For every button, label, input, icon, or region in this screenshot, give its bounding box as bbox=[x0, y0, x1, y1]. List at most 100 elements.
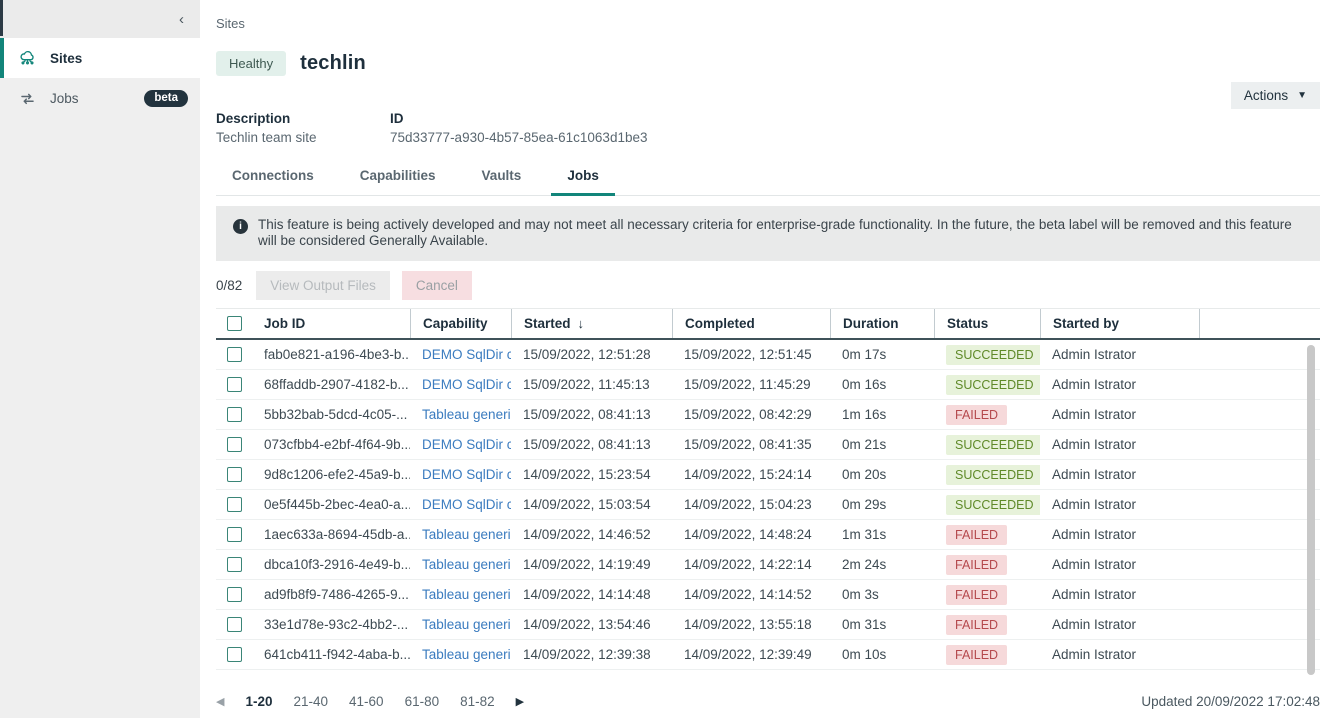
row-checkbox-cell bbox=[216, 647, 252, 663]
beta-badge: beta bbox=[144, 89, 188, 107]
capability-link[interactable]: Tableau generic c bbox=[422, 647, 511, 663]
row-checkbox-cell bbox=[216, 377, 252, 393]
row-checkbox[interactable] bbox=[226, 617, 242, 633]
table-scrollbar[interactable] bbox=[1307, 345, 1315, 676]
sidebar-item-jobs[interactable]: Jobs beta bbox=[0, 78, 200, 118]
capability-link[interactable]: DEMO SqlDir cap bbox=[422, 437, 511, 453]
row-checkbox[interactable] bbox=[226, 497, 242, 513]
table-row[interactable]: 33e1d78e-93c2-4bb2-... Tableau generic c… bbox=[216, 610, 1320, 641]
column-header-duration[interactable]: Duration bbox=[830, 309, 934, 339]
next-page-icon[interactable]: ▶ bbox=[515, 696, 525, 708]
tab-connections[interactable]: Connections bbox=[232, 168, 314, 183]
capability-link[interactable]: Tableau generic c bbox=[422, 557, 511, 573]
row-checkbox-cell bbox=[216, 557, 252, 573]
duration-cell: 0m 10s bbox=[842, 647, 887, 663]
completed-cell: 14/09/2022, 13:55:18 bbox=[684, 617, 812, 633]
description-value: Techlin team site bbox=[216, 130, 317, 145]
id-value: 75d33777-a930-4b57-85ea-61c1063d1be3 bbox=[390, 130, 648, 145]
sort-descending-icon: ↓ bbox=[577, 316, 585, 332]
tab-capabilities[interactable]: Capabilities bbox=[359, 168, 436, 183]
page-link-81-82[interactable]: 81-82 bbox=[460, 694, 495, 709]
capability-link[interactable]: Tableau generic c bbox=[422, 587, 511, 603]
page-title: techlin bbox=[300, 52, 366, 74]
capability-link[interactable]: DEMO SqlDir cap bbox=[422, 467, 511, 483]
table-row[interactable]: 641cb411-f942-4aba-b... Tableau generic … bbox=[216, 640, 1320, 671]
table-header: Job ID Capability Started ↓ Completed Du… bbox=[216, 308, 1320, 341]
view-output-files-button[interactable]: View Output Files bbox=[256, 271, 390, 301]
column-header-started[interactable]: Started ↓ bbox=[511, 309, 672, 339]
row-checkbox-cell bbox=[216, 467, 252, 483]
column-header-job-id[interactable]: Job ID bbox=[264, 316, 306, 332]
job-id-cell: dbca10f3-2916-4e49-b... bbox=[264, 557, 410, 573]
completed-cell: 14/09/2022, 14:14:52 bbox=[684, 587, 812, 603]
job-id-cell: 1aec633a-8694-45db-a... bbox=[264, 527, 410, 543]
row-checkbox[interactable] bbox=[226, 347, 242, 363]
started-by-cell: Admin Istrator bbox=[1052, 347, 1137, 363]
started-cell: 14/09/2022, 13:54:46 bbox=[523, 617, 651, 633]
job-id-cell: 5bb32bab-5dcd-4c05-... bbox=[264, 407, 408, 423]
table-row[interactable]: 9d8c1206-efe2-45a9-b... DEMO SqlDir cap … bbox=[216, 460, 1320, 491]
row-checkbox-cell bbox=[216, 587, 252, 603]
column-header-started-by[interactable]: Started by bbox=[1040, 309, 1199, 339]
capability-link[interactable]: Tableau generic c bbox=[422, 527, 511, 543]
breadcrumb[interactable]: Sites bbox=[216, 16, 245, 31]
row-checkbox[interactable] bbox=[226, 407, 242, 423]
capability-link[interactable]: DEMO SqlDir cap bbox=[422, 377, 511, 393]
status-cell: FAILED bbox=[934, 614, 1040, 635]
table-row[interactable]: 68ffaddb-2907-4182-b... DEMO SqlDir cap … bbox=[216, 370, 1320, 401]
table-row[interactable]: fab0e821-a196-4be3-b... DEMO SqlDir cap … bbox=[216, 340, 1320, 371]
row-checkbox[interactable] bbox=[226, 467, 242, 483]
row-checkbox[interactable] bbox=[226, 527, 242, 543]
actions-row: Actions ▼ bbox=[216, 82, 1320, 109]
cancel-button[interactable]: Cancel bbox=[401, 271, 472, 301]
started-cell: 15/09/2022, 08:41:13 bbox=[523, 407, 651, 423]
table-row[interactable]: 073cfbb4-e2bf-4f64-9b... DEMO SqlDir cap… bbox=[216, 430, 1320, 461]
status-badge: SUCCEEDED bbox=[946, 374, 1040, 395]
started-cell: 15/09/2022, 08:41:13 bbox=[523, 437, 651, 453]
job-id-cell: 073cfbb4-e2bf-4f64-9b... bbox=[264, 437, 410, 453]
column-header-completed[interactable]: Completed bbox=[672, 309, 830, 339]
sidebar-collapse-icon[interactable]: ‹ bbox=[179, 10, 184, 28]
duration-cell: 0m 21s bbox=[842, 437, 887, 453]
row-checkbox[interactable] bbox=[226, 437, 242, 453]
status-cell: FAILED bbox=[934, 554, 1040, 575]
row-checkbox-cell bbox=[216, 497, 252, 513]
status-cell: SUCCEEDED bbox=[934, 494, 1040, 515]
page-link-1-20[interactable]: 1-20 bbox=[245, 694, 273, 709]
page-link-61-80[interactable]: 61-80 bbox=[404, 694, 440, 709]
started-by-cell: Admin Istrator bbox=[1052, 587, 1137, 603]
beta-info-banner: i This feature is being actively develop… bbox=[216, 206, 1320, 262]
tab-jobs[interactable]: Jobs bbox=[551, 168, 615, 196]
capability-link[interactable]: DEMO SqlDir cap bbox=[422, 347, 511, 363]
tab-vaults[interactable]: Vaults bbox=[481, 168, 522, 183]
table-row[interactable]: dbca10f3-2916-4e49-b... Tableau generic … bbox=[216, 550, 1320, 581]
status-badge: SUCCEEDED bbox=[946, 344, 1040, 365]
table-row[interactable]: ad9fb8f9-7486-4265-9... Tableau generic … bbox=[216, 580, 1320, 611]
row-checkbox[interactable] bbox=[226, 377, 242, 393]
capability-link[interactable]: Tableau generic c bbox=[422, 407, 511, 423]
sidebar-item-sites[interactable]: Sites bbox=[0, 38, 200, 78]
row-checkbox[interactable] bbox=[226, 647, 242, 663]
page-link-21-40[interactable]: 21-40 bbox=[293, 694, 329, 709]
previous-page-icon[interactable]: ◀ bbox=[216, 696, 225, 708]
column-header-status[interactable]: Status bbox=[934, 309, 1040, 339]
row-checkbox[interactable] bbox=[226, 557, 242, 573]
table-row[interactable]: 1aec633a-8694-45db-a... Tableau generic … bbox=[216, 520, 1320, 551]
status-cell: FAILED bbox=[934, 584, 1040, 605]
select-all-checkbox[interactable] bbox=[226, 316, 242, 332]
column-header-capability[interactable]: Capability bbox=[410, 309, 511, 339]
table-row[interactable]: 5bb32bab-5dcd-4c05-... Tableau generic c… bbox=[216, 400, 1320, 431]
table-body: fab0e821-a196-4be3-b... DEMO SqlDir cap … bbox=[216, 340, 1320, 671]
row-checkbox[interactable] bbox=[226, 587, 242, 603]
table-row[interactable]: 0e5f445b-2bec-4ea0-a... DEMO SqlDir cap … bbox=[216, 490, 1320, 521]
actions-button[interactable]: Actions ▼ bbox=[1230, 82, 1320, 109]
capability-link[interactable]: DEMO SqlDir cap bbox=[422, 497, 511, 513]
capability-link[interactable]: Tableau generic c bbox=[422, 617, 511, 633]
jobs-swap-icon bbox=[17, 88, 37, 108]
job-id-cell: 641cb411-f942-4aba-b... bbox=[264, 647, 410, 663]
duration-cell: 0m 3s bbox=[842, 587, 879, 603]
table-footer: ◀ 1-20 21-40 41-60 61-80 81-82 ▶ Updated… bbox=[216, 694, 1320, 718]
started-by-cell: Admin Istrator bbox=[1052, 377, 1137, 393]
page-link-41-60[interactable]: 41-60 bbox=[349, 694, 384, 709]
started-cell: 15/09/2022, 11:45:13 bbox=[523, 377, 650, 393]
